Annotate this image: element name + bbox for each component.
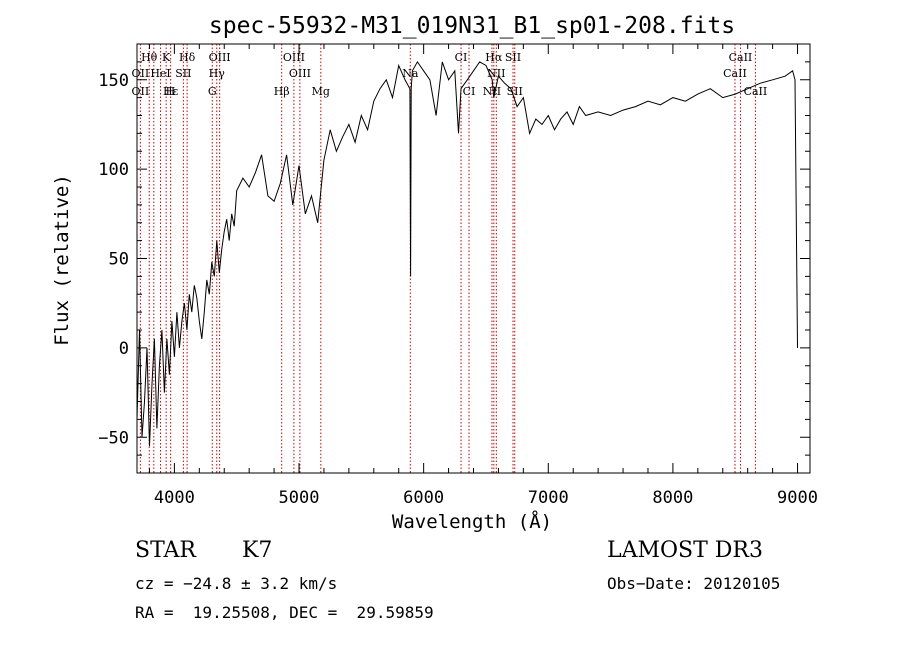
- line-label: HeI: [150, 67, 170, 80]
- x-tick-label: 6000: [403, 488, 444, 508]
- line-label: OII: [132, 67, 150, 80]
- line-label: Hα: [485, 51, 503, 64]
- redshift-velocity: cz = −24.8 ± 3.2 km/s: [135, 574, 338, 593]
- line-label: Na: [402, 67, 419, 80]
- x-axis-label: Wavelength (Å): [392, 510, 552, 533]
- y-tick-label: −50: [98, 428, 129, 448]
- y-tick-label: 50: [109, 250, 129, 270]
- line-label: OIII: [209, 51, 231, 64]
- x-tick-label: 7000: [528, 488, 569, 508]
- line-label: Hε: [163, 85, 179, 98]
- object-class: STAR: [135, 538, 196, 563]
- x-tick-label: 4000: [154, 488, 195, 508]
- plot-frame: [136, 43, 811, 474]
- line-label: OII: [132, 85, 150, 98]
- line-label: Hγ: [209, 67, 226, 80]
- x-axis-ticks: 4000 5000 6000 7000 8000 9000: [148, 44, 818, 508]
- line-label: H: [166, 85, 176, 98]
- y-tick-label: 100: [98, 160, 129, 180]
- spectral-subclass: K7: [242, 538, 273, 563]
- line-label: CI: [455, 51, 468, 64]
- y-axis-ticks: −50 0 50 100 150: [98, 61, 810, 456]
- line-label: NII: [483, 85, 501, 98]
- line-label: CI: [463, 85, 476, 98]
- line-label: CaII: [744, 85, 768, 98]
- line-label: K: [162, 51, 171, 64]
- line-label: NII: [487, 67, 505, 80]
- line-label: CaII: [723, 67, 747, 80]
- chart-title: spec-55932-M31_019N31_B1_sp01-208.fits: [209, 13, 735, 39]
- sky-coordinates: RA = 19.25508, DEC = 29.59859: [135, 603, 434, 622]
- line-label: OIII: [283, 51, 305, 64]
- x-tick-label: 9000: [777, 488, 818, 508]
- line-label: Hβ: [274, 85, 290, 98]
- line-label: Mg: [312, 85, 330, 98]
- y-tick-label: 150: [98, 71, 129, 91]
- line-markers: [139, 44, 756, 473]
- spectrum-line: [136, 60, 798, 447]
- observation-date: Obs−Date: 20120105: [607, 574, 781, 593]
- x-tick-label: 5000: [279, 488, 320, 508]
- y-axis-label: Flux (relative): [51, 174, 73, 346]
- line-label: SII: [505, 51, 521, 64]
- line-label: G: [208, 85, 217, 98]
- line-label: OIII: [289, 67, 311, 80]
- line-label: Hδ: [179, 51, 196, 64]
- y-tick-label: 0: [119, 339, 129, 359]
- line-label: SII: [175, 67, 191, 80]
- line-label: CaII: [729, 51, 753, 64]
- x-tick-label: 8000: [652, 488, 693, 508]
- survey-name: LAMOST DR3: [607, 538, 763, 563]
- line-label: Hθ: [141, 51, 158, 64]
